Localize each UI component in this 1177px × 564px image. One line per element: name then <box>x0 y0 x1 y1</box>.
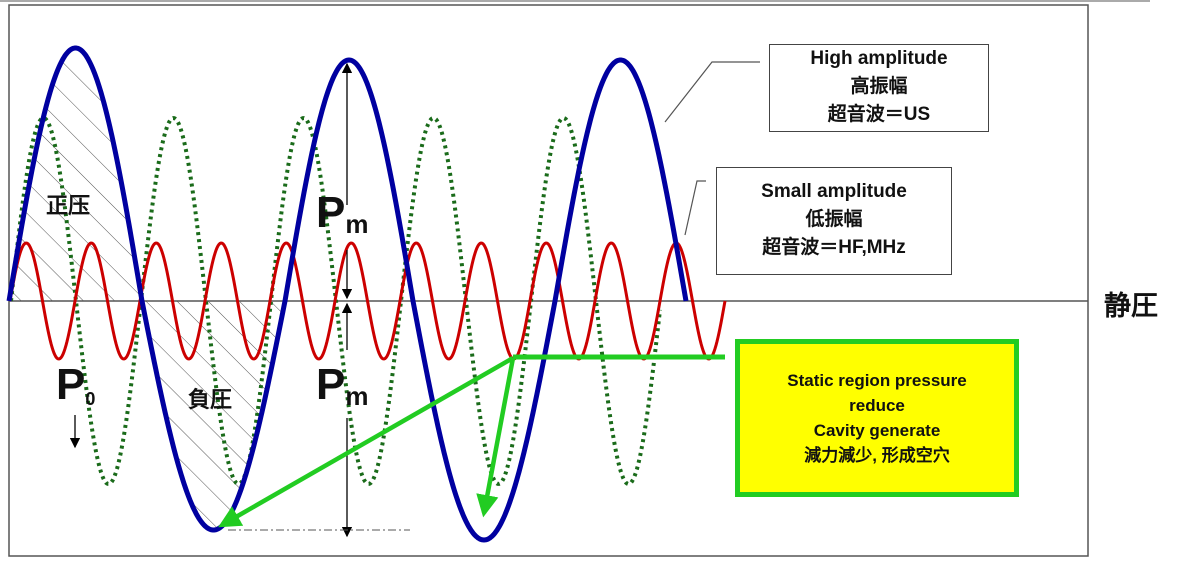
hatched-negative-region <box>142 301 285 530</box>
callout-arrow-to-trough-1 <box>218 356 515 528</box>
callout-line-1: Static region pressure <box>787 371 967 390</box>
p0-label: P0 <box>56 360 96 409</box>
small-amplitude-line-1: Small amplitude <box>761 181 907 202</box>
callout-arrow-to-trough-2 <box>476 357 516 518</box>
high-amplitude-leader <box>664 61 760 123</box>
high-amplitude-box: High amplitude 高振幅 超音波＝US <box>769 44 989 132</box>
small-amplitude-wave <box>8 241 727 361</box>
plot-frame <box>8 4 1089 557</box>
small-amplitude-leader <box>684 180 706 236</box>
hatched-positive-region <box>9 48 142 301</box>
high-amplitude-line-1: High amplitude <box>810 48 948 69</box>
high-amplitude-line-3: 超音波＝US <box>827 104 931 125</box>
cavitation-callout-box: Static region pressure reduce Cavity gen… <box>735 339 1019 497</box>
callout-line-4: 減力減少, 形成空穴 <box>804 446 950 465</box>
callout-line-2: reduce <box>849 396 905 415</box>
small-amplitude-line-2: 低振幅 <box>805 209 863 230</box>
static-pressure-label: 静圧 <box>1104 291 1158 321</box>
dotted-medium-wave <box>9 116 662 486</box>
small-amplitude-box: Small amplitude 低振幅 超音波＝HF,MHz <box>716 167 952 275</box>
callout-line-3: Cavity generate <box>813 421 941 440</box>
pm-upper-label: Pm <box>316 188 369 239</box>
high-amplitude-wave <box>6 45 689 543</box>
negative-pressure-label: 負圧 <box>188 387 233 412</box>
high-amplitude-line-2: 高振幅 <box>850 76 908 97</box>
small-amplitude-line-3: 超音波＝HF,MHz <box>762 237 906 258</box>
positive-pressure-label: 正压 <box>46 193 91 218</box>
pm-lower-label: Pm <box>316 360 369 411</box>
